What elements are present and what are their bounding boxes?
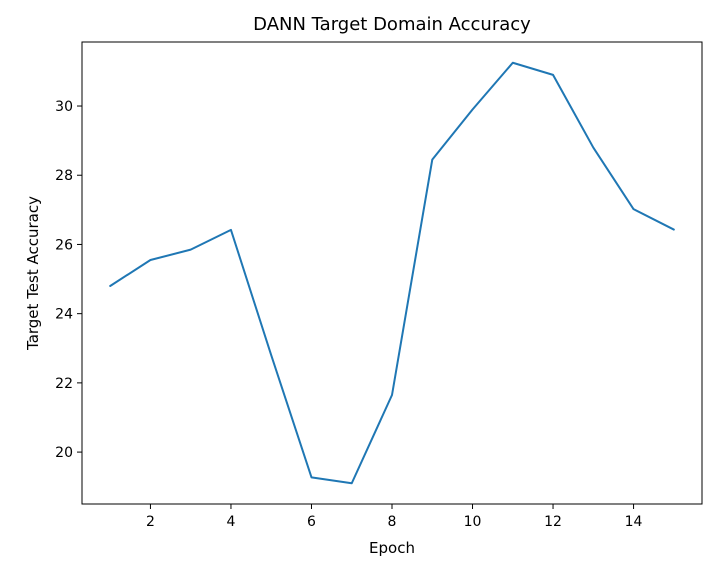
plot-frame — [81, 41, 703, 505]
y-axis-ticks: 20 22 24 26 28 30 — [55, 99, 82, 461]
x-tick-label: 10 — [464, 514, 482, 530]
y-tick-label: 30 — [55, 99, 73, 115]
y-tick-label: 24 — [55, 307, 73, 323]
x-tick-label: 14 — [625, 514, 643, 530]
x-tick-label: 6 — [307, 514, 316, 530]
x-axis-ticks: 2 4 6 8 10 12 14 — [146, 504, 643, 530]
y-tick-label: 20 — [55, 445, 73, 461]
y-axis-label: Target Test Accuracy — [24, 196, 42, 351]
y-tick-label: 26 — [55, 237, 73, 253]
y-tick-label: 28 — [55, 168, 73, 184]
x-tick-label: 8 — [388, 514, 397, 530]
series-layer — [109, 61, 675, 485]
x-tick-label: 12 — [544, 514, 562, 530]
y-tick-label: 22 — [55, 376, 73, 392]
chart-title: DANN Target Domain Accuracy — [253, 14, 531, 35]
series-line — [109, 61, 675, 485]
x-tick-label: 2 — [146, 514, 155, 530]
x-axis-label: Epoch — [369, 539, 415, 557]
x-tick-label: 4 — [227, 514, 236, 530]
